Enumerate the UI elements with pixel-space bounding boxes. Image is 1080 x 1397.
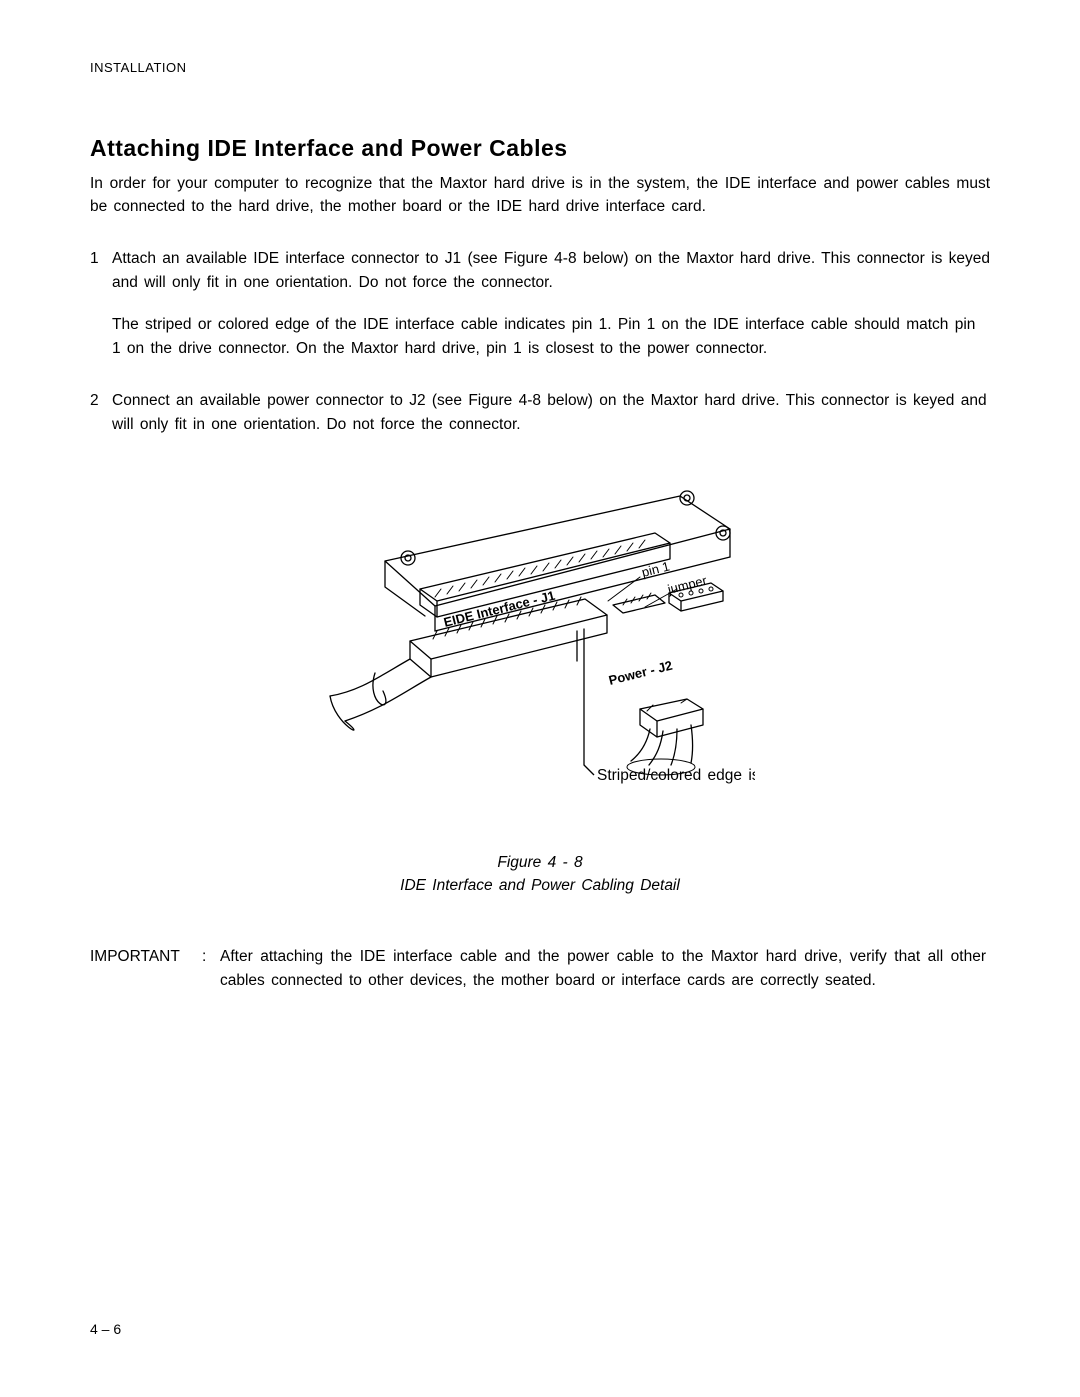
step-paragraph: Connect an available power connector to … xyxy=(112,389,990,437)
label-eide: EIDE Interface - J1 xyxy=(442,587,556,629)
label-jumper: jumper xyxy=(665,572,709,597)
important-note: IMPORTANT : After attaching the IDE inte… xyxy=(90,945,990,993)
page-number: 4 – 6 xyxy=(90,1321,121,1337)
label-striped-edge: Striped/colored edge is pin 1 xyxy=(597,767,755,784)
step-number: 1 xyxy=(90,247,112,379)
figure-caption-line: Figure 4 - 8 xyxy=(400,851,680,874)
step-paragraph: Attach an available IDE interface connec… xyxy=(112,247,990,295)
step-paragraph: The striped or colored edge of the IDE i… xyxy=(112,313,990,361)
important-colon: : xyxy=(202,945,220,993)
step-number: 2 xyxy=(90,389,112,455)
section-title: Attaching IDE Interface and Power Cables xyxy=(90,135,990,162)
step-body: Connect an available power connector to … xyxy=(112,389,990,455)
step-body: Attach an available IDE interface connec… xyxy=(112,247,990,379)
figure-caption-line: IDE Interface and Power Cabling Detail xyxy=(400,874,680,897)
important-body: After attaching the IDE interface cable … xyxy=(220,945,990,993)
running-header: INSTALLATION xyxy=(90,60,990,75)
label-power: Power - J2 xyxy=(607,657,674,687)
step-2: 2 Connect an available power connector t… xyxy=(90,389,990,455)
figure: EIDE Interface - J1 pin 1 jumper Power -… xyxy=(90,481,990,898)
figure-caption: Figure 4 - 8 IDE Interface and Power Cab… xyxy=(400,851,680,898)
important-label: IMPORTANT xyxy=(90,945,202,993)
intro-paragraph: In order for your computer to recognize … xyxy=(90,172,990,219)
page: INSTALLATION Attaching IDE Interface and… xyxy=(0,0,1080,1397)
ide-power-diagram: EIDE Interface - J1 pin 1 jumper Power -… xyxy=(325,481,755,811)
label-pin1: pin 1 xyxy=(640,558,671,579)
step-1: 1 Attach an available IDE interface conn… xyxy=(90,247,990,379)
